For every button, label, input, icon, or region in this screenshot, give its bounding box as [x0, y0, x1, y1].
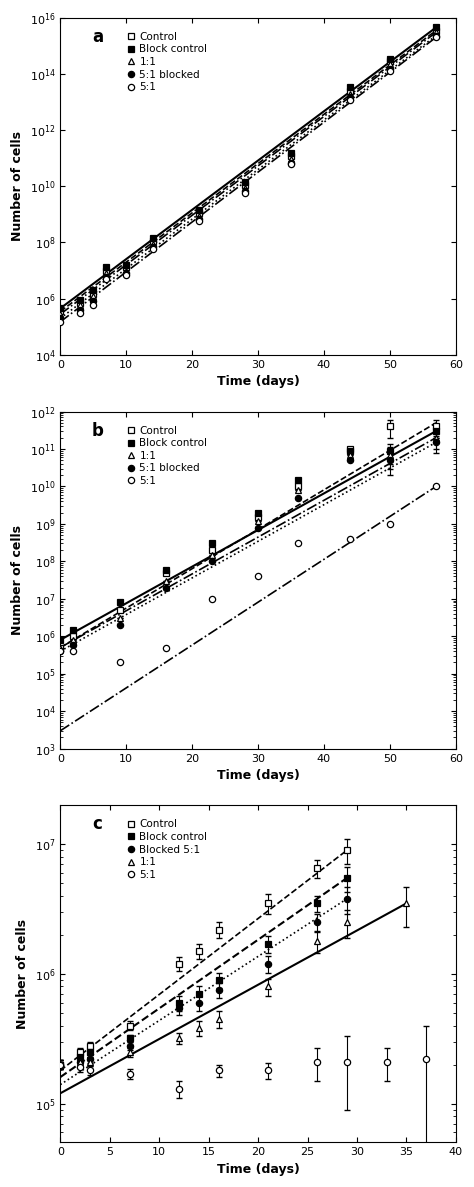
X-axis label: Time (days): Time (days) [217, 1163, 300, 1176]
Text: a: a [92, 27, 103, 46]
X-axis label: Time (days): Time (days) [217, 375, 300, 388]
Legend: Control, Block control, 1:1, 5:1 blocked, 5:1: Control, Block control, 1:1, 5:1 blocked… [125, 30, 210, 94]
Legend: Control, Block control, 1:1, 5:1 blocked, 5:1: Control, Block control, 1:1, 5:1 blocked… [125, 424, 210, 488]
Text: b: b [92, 421, 104, 439]
Y-axis label: Number of cells: Number of cells [16, 919, 29, 1029]
Y-axis label: Number of cells: Number of cells [11, 132, 24, 241]
X-axis label: Time (days): Time (days) [217, 769, 300, 782]
Legend: Control, Block control, Blocked 5:1, 1:1, 5:1: Control, Block control, Blocked 5:1, 1:1… [125, 818, 210, 882]
Y-axis label: Number of cells: Number of cells [11, 525, 24, 635]
Text: c: c [92, 815, 102, 833]
